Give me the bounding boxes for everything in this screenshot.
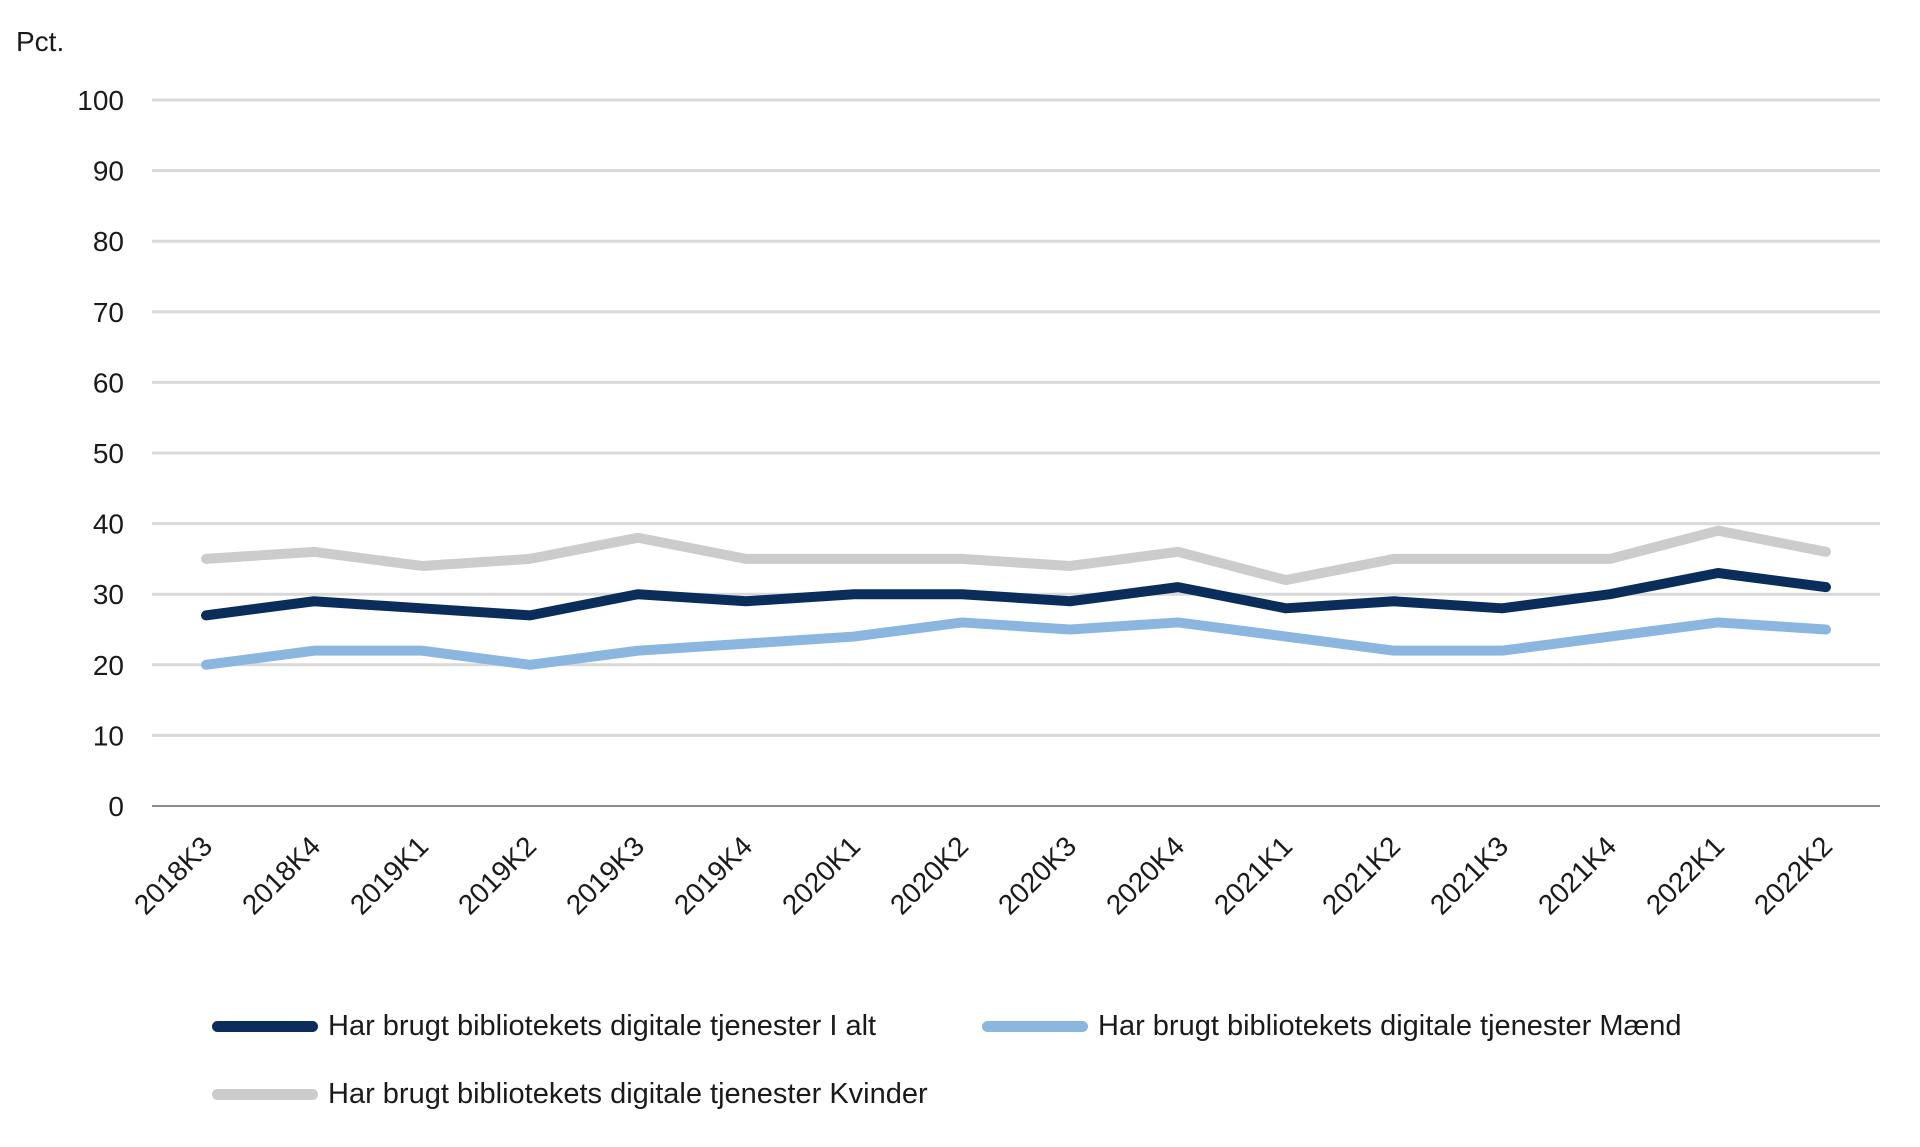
gridlines <box>152 98 1880 807</box>
series-line-1 <box>201 617 1831 670</box>
legend-item-i-alt: Har brugt bibliotekets digitale tjeneste… <box>212 1010 876 1043</box>
x-tick-label: 2020K2 <box>884 830 974 920</box>
legend-swatch-maend <box>982 1021 1088 1032</box>
x-tick-label: 2022K1 <box>1640 830 1730 920</box>
legend-item-maend: Har brugt bibliotekets digitale tjeneste… <box>982 1010 1682 1043</box>
x-tick-label: 2020K3 <box>992 830 1082 920</box>
y-tick-label: 0 <box>108 791 124 822</box>
x-tick-label: 2018K3 <box>128 830 218 920</box>
x-tick-labels: 2018K3 2018K4 2019K1 2019K2 2019K3 2019K4 2020… <box>128 830 1838 920</box>
x-tick-label: 2021K4 <box>1532 830 1622 920</box>
y-tick-label: 40 <box>93 509 124 540</box>
legend-swatch-i-alt <box>212 1021 318 1032</box>
series-lines <box>201 525 1831 670</box>
x-tick-label: 2021K1 <box>1208 830 1298 920</box>
x-tick-label: 2020K4 <box>1100 830 1190 920</box>
x-tick-label: 2018K4 <box>236 830 326 920</box>
series-line-0 <box>201 568 1831 621</box>
legend-item-kvinder: Har brugt bibliotekets digitale tjeneste… <box>212 1078 928 1111</box>
y-tick-label: 50 <box>93 438 124 469</box>
x-tick-label: 2019K1 <box>344 830 434 920</box>
x-tick-label: 2020K1 <box>776 830 866 920</box>
series-line-2 <box>201 525 1831 586</box>
y-tick-labels: 0 10 20 30 40 50 60 70 80 90 100 <box>77 85 124 822</box>
legend-label-maend: Har brugt bibliotekets digitale tjeneste… <box>1098 1010 1682 1042</box>
y-tick-label: 80 <box>93 226 124 257</box>
y-axis-title: Pct. <box>16 26 65 57</box>
legend-label-kvinder: Har brugt bibliotekets digitale tjeneste… <box>328 1078 928 1110</box>
x-tick-label: 2019K3 <box>560 830 650 920</box>
x-tick-label: 2019K4 <box>668 830 758 920</box>
x-tick-label: 2021K3 <box>1424 830 1514 920</box>
y-tick-label: 10 <box>93 720 124 751</box>
y-tick-label: 60 <box>93 367 124 398</box>
y-tick-label: 30 <box>93 579 124 610</box>
y-tick-label: 100 <box>77 85 124 116</box>
y-tick-label: 70 <box>93 297 124 328</box>
y-tick-label: 20 <box>93 650 124 681</box>
x-tick-label: 2021K2 <box>1316 830 1406 920</box>
legend-label-i-alt: Har brugt bibliotekets digitale tjeneste… <box>328 1010 877 1042</box>
legend-swatch-kvinder <box>212 1089 318 1100</box>
x-tick-label: 2019K2 <box>452 830 542 920</box>
y-tick-label: 90 <box>93 156 124 187</box>
x-tick-label: 2022K2 <box>1748 830 1838 920</box>
